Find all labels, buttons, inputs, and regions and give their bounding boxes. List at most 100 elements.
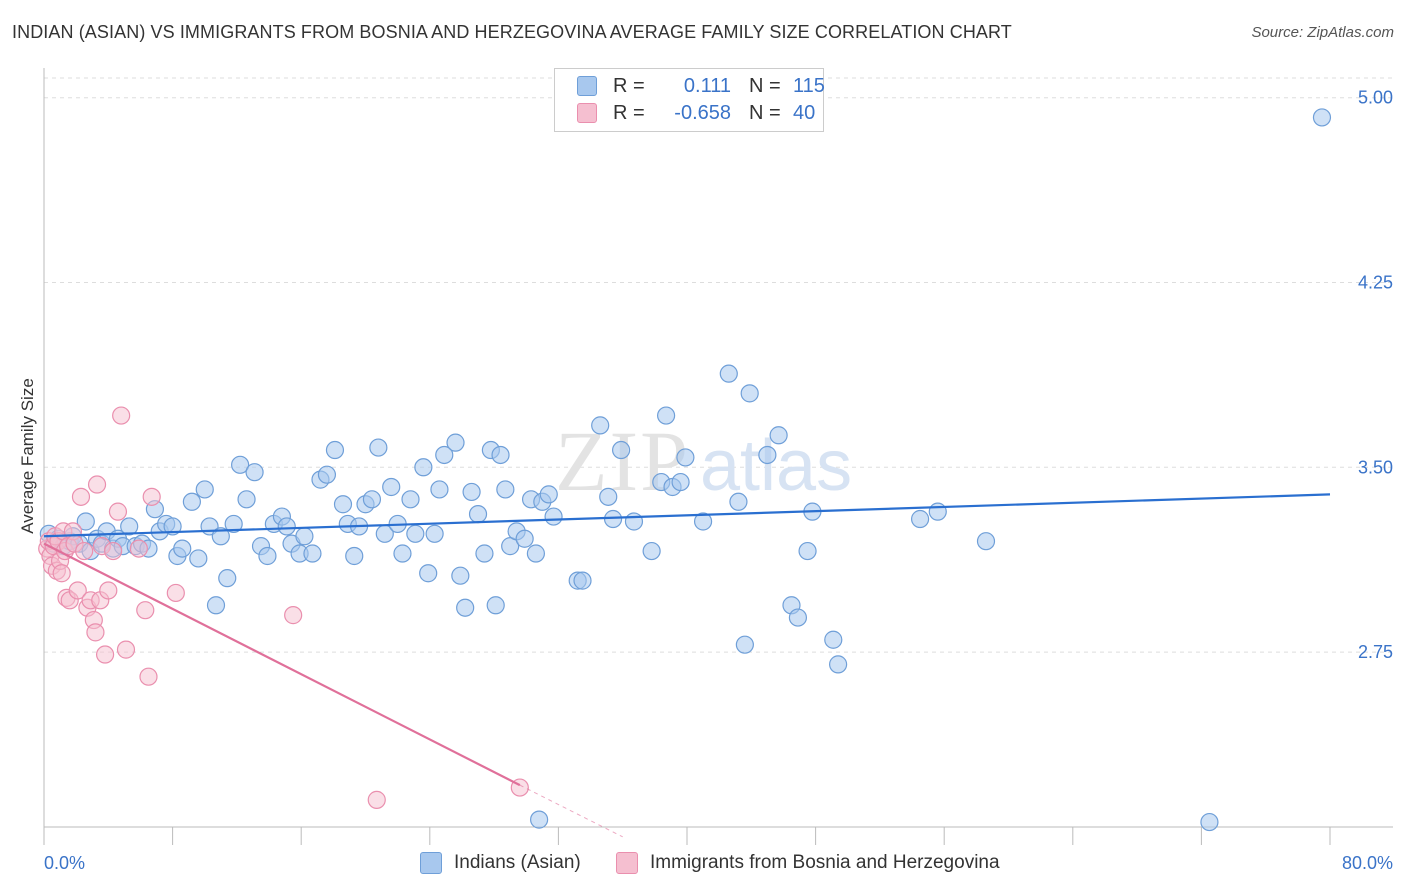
point-indians xyxy=(671,472,690,492)
point-indians xyxy=(976,532,996,551)
legend-n-label: N = xyxy=(749,101,781,124)
point-indians xyxy=(325,440,345,460)
point-bosnia xyxy=(52,564,71,583)
axes xyxy=(43,68,1393,845)
point-indians xyxy=(910,509,930,529)
watermark: ZIP atlas xyxy=(555,413,852,509)
y-tick-label: 2.75 xyxy=(1358,642,1393,662)
trend-line-bosnia-extension xyxy=(519,784,623,838)
point-indians xyxy=(769,426,788,445)
point-indians xyxy=(231,455,250,474)
point-indians xyxy=(295,527,314,546)
point-bosnia xyxy=(95,645,115,664)
point-bosnia xyxy=(99,581,118,600)
point-indians xyxy=(544,507,563,526)
y-tick-label: 5.00 xyxy=(1358,88,1393,108)
point-indians xyxy=(611,440,631,460)
point-indians xyxy=(189,549,208,568)
point-indians xyxy=(303,544,322,563)
point-indians xyxy=(206,596,226,615)
point-indians xyxy=(788,608,808,627)
grid-lines xyxy=(44,77,1393,653)
point-indians xyxy=(1312,108,1332,127)
x-tick-label: 0.0% xyxy=(44,853,85,873)
point-indians xyxy=(740,384,759,403)
point-indians xyxy=(758,445,777,465)
point-indians xyxy=(163,517,182,536)
trend-lines xyxy=(43,493,1331,838)
legend-r-label: R = xyxy=(613,101,645,124)
point-indians xyxy=(693,512,713,531)
point-indians xyxy=(258,546,277,566)
point-indians xyxy=(224,514,243,534)
point-bosnia xyxy=(367,790,386,809)
point-indians xyxy=(237,490,256,509)
point-indians xyxy=(419,564,438,583)
point-indians xyxy=(218,569,237,588)
point-indians xyxy=(829,655,848,674)
point-indians xyxy=(369,438,388,457)
point-indians xyxy=(211,527,230,546)
point-indians xyxy=(182,492,201,511)
y-axis-title: Average Family Size xyxy=(18,378,37,534)
point-indians xyxy=(599,487,618,506)
point-indians xyxy=(573,571,592,590)
legend-r-value: -0.658 xyxy=(674,101,731,124)
point-indians xyxy=(393,544,412,563)
point-indians xyxy=(382,477,401,497)
point-indians xyxy=(1200,812,1219,832)
legend-r-label: R = xyxy=(613,74,645,97)
point-indians xyxy=(624,512,644,531)
point-indians xyxy=(456,598,475,617)
point-bosnia xyxy=(116,640,136,659)
point-indians xyxy=(496,480,515,499)
legend-r-value: 0.111 xyxy=(683,74,731,97)
point-indians xyxy=(173,539,192,558)
point-indians xyxy=(591,416,610,435)
point-indians xyxy=(333,495,353,514)
legend-label-bosnia: Immigrants from Bosnia and Herzegovina xyxy=(650,852,1000,873)
series-legend: Indians (Asian) Immigrants from Bosnia a… xyxy=(0,852,1406,878)
legend-row-bosnia: R = -0.658 N = 40 xyxy=(577,101,815,125)
point-indians xyxy=(446,433,465,452)
point-indians xyxy=(729,492,748,511)
chart-title: INDIAN (ASIAN) VS IMMIGRANTS FROM BOSNIA… xyxy=(12,22,1012,42)
point-indians xyxy=(491,445,510,465)
point-indians xyxy=(642,541,661,561)
legend-item-bosnia: Immigrants from Bosnia and Herzegovina xyxy=(616,852,1000,874)
legend-row-indians: R = 0.111 N = 115 xyxy=(577,74,825,98)
point-bosnia xyxy=(112,406,131,425)
point-indians xyxy=(401,490,420,509)
point-indians xyxy=(76,512,95,531)
y-tick-label: 4.25 xyxy=(1358,272,1393,292)
trend-line-indians xyxy=(43,493,1331,538)
point-bosnia xyxy=(129,539,148,558)
point-indians xyxy=(468,504,488,524)
point-indians xyxy=(425,524,444,543)
point-indians xyxy=(486,596,505,615)
point-indians xyxy=(475,544,494,563)
point-bosnia xyxy=(104,541,123,561)
point-indians xyxy=(345,546,364,566)
point-bosnia xyxy=(284,606,303,625)
correlation-legend: R = 0.111 N = 115 R = -0.658 N = 40 xyxy=(554,68,825,132)
point-indians xyxy=(120,517,139,536)
point-bosnia xyxy=(142,487,161,506)
point-bosnia xyxy=(166,583,185,603)
point-indians xyxy=(245,463,264,482)
point-indians xyxy=(676,448,695,467)
legend-label-indians: Indians (Asian) xyxy=(454,852,581,873)
point-indians xyxy=(430,480,449,499)
point-indians xyxy=(462,482,481,502)
point-bosnia xyxy=(108,502,128,521)
x-tick-label: 80.0% xyxy=(1342,853,1393,873)
point-indians xyxy=(435,445,454,465)
point-indians xyxy=(824,630,843,649)
legend-item-indians: Indians (Asian) xyxy=(420,852,581,874)
point-indians xyxy=(657,406,676,425)
source-label: Source: ZipAtlas.com xyxy=(1251,24,1394,41)
legend-swatch-blue xyxy=(420,852,442,874)
point-indians xyxy=(798,541,817,561)
point-indians xyxy=(530,810,549,829)
